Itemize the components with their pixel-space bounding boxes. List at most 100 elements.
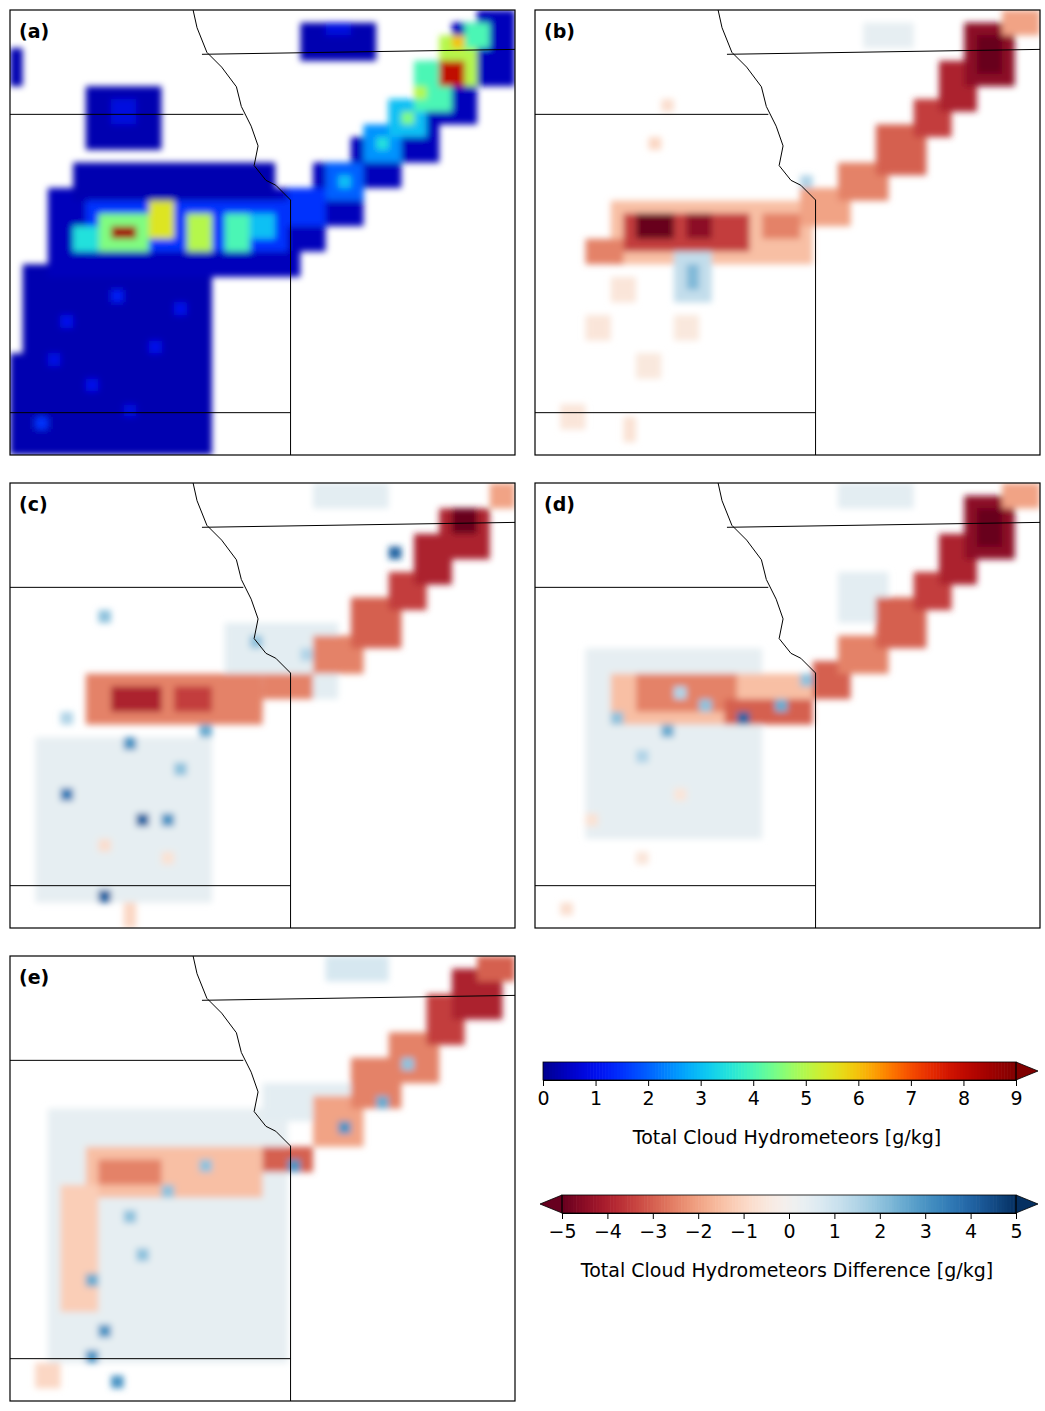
- cell: [560, 404, 585, 429]
- cell: [376, 137, 389, 150]
- plot-area: [10, 956, 515, 1401]
- border-line: [10, 885, 291, 886]
- state-borders: [10, 483, 515, 928]
- cell: [86, 201, 288, 252]
- state-borders: [535, 483, 1040, 928]
- cell: [98, 890, 111, 903]
- cell: [389, 547, 402, 560]
- cell: [86, 1147, 263, 1198]
- colorbar-extend: [1016, 1062, 1038, 1080]
- cell: [636, 353, 661, 378]
- tick-mark: [880, 1213, 881, 1219]
- cell: [977, 35, 1002, 73]
- colorbar-frame: [543, 1062, 1016, 1080]
- panel: (e): [10, 956, 515, 1401]
- cell: [162, 852, 175, 865]
- colorbar-axis: −5−4−3−2−1012345: [548, 1213, 1022, 1242]
- cells: [35, 956, 515, 1388]
- tick-label: 3: [695, 1087, 707, 1109]
- cell: [136, 1248, 149, 1261]
- cells: [35, 483, 515, 928]
- figure: (a)(b)(c)(d)(e)0123456789Total Cloud Hyd…: [0, 0, 1045, 1411]
- cell: [326, 23, 351, 36]
- cell: [199, 1159, 212, 1172]
- plot-area: [535, 10, 1040, 455]
- tick-label: 3: [920, 1220, 932, 1242]
- cell: [73, 226, 98, 251]
- cell: [636, 852, 649, 865]
- tick-mark: [806, 1080, 807, 1086]
- panel-background: [10, 956, 515, 1401]
- panel-background: [535, 483, 1040, 928]
- tick-label: 7: [905, 1087, 917, 1109]
- border-line: [10, 114, 243, 115]
- cell: [674, 252, 712, 303]
- state-borders: [10, 10, 515, 455]
- tick-mark: [971, 1213, 972, 1219]
- colorbar-extend: [540, 1195, 562, 1213]
- cell: [98, 610, 111, 623]
- cell: [863, 23, 914, 48]
- cell: [111, 290, 124, 303]
- cells: [560, 10, 1040, 442]
- tick: 3: [695, 1080, 707, 1109]
- tick: 0: [783, 1213, 795, 1242]
- border-line: [202, 522, 515, 527]
- tick: 6: [853, 1080, 865, 1109]
- tick-mark: [963, 1080, 964, 1086]
- cell: [611, 277, 636, 302]
- border-line: [193, 483, 290, 673]
- border-line: [202, 995, 515, 1000]
- tick: 2: [874, 1213, 886, 1242]
- cell: [48, 1109, 288, 1363]
- cell: [611, 674, 813, 725]
- cell: [149, 341, 162, 354]
- tick: 9: [1010, 1080, 1022, 1109]
- cell: [560, 903, 573, 916]
- tick-label: 6: [853, 1087, 865, 1109]
- cell: [338, 1121, 351, 1134]
- tick-mark: [744, 1213, 745, 1219]
- state-borders: [10, 956, 515, 1401]
- cell: [623, 213, 749, 251]
- cell: [174, 686, 212, 711]
- tick-mark: [701, 1080, 702, 1086]
- tick-mark: [911, 1080, 912, 1086]
- tick: −2: [685, 1213, 713, 1242]
- cell: [48, 353, 61, 366]
- tick-mark: [1016, 1080, 1017, 1086]
- cell: [174, 763, 187, 776]
- tick: 7: [905, 1080, 917, 1109]
- colorbar-title: Total Cloud Hydrometeors Difference [g/k…: [580, 1259, 993, 1281]
- tick: 3: [920, 1213, 932, 1242]
- tick-label: 0: [783, 1220, 795, 1242]
- cell: [48, 188, 301, 277]
- cell: [699, 699, 712, 712]
- cell: [465, 23, 490, 48]
- border-line: [193, 10, 290, 200]
- cell: [1002, 483, 1040, 508]
- tick-mark: [562, 1213, 563, 1219]
- tick-mark: [653, 1213, 654, 1219]
- tick-label: 8: [958, 1087, 970, 1109]
- tick-mark: [698, 1213, 699, 1219]
- cell: [477, 956, 515, 981]
- state-borders: [535, 10, 1040, 455]
- cell: [86, 379, 99, 392]
- cell: [414, 86, 427, 99]
- panel-frame: [10, 10, 515, 455]
- tick-label: 2: [643, 1087, 655, 1109]
- cell: [149, 201, 174, 239]
- cell: [111, 226, 136, 239]
- cell: [124, 1210, 137, 1223]
- tick-label: 5: [800, 1087, 812, 1109]
- tick: 2: [643, 1080, 655, 1109]
- panel: (b): [535, 10, 1040, 455]
- cell: [401, 112, 414, 125]
- tick-mark: [753, 1080, 754, 1086]
- border-line: [10, 412, 291, 413]
- tick: 4: [965, 1213, 977, 1242]
- cell: [86, 1274, 99, 1287]
- plot-area: [10, 10, 515, 455]
- cell: [313, 483, 389, 508]
